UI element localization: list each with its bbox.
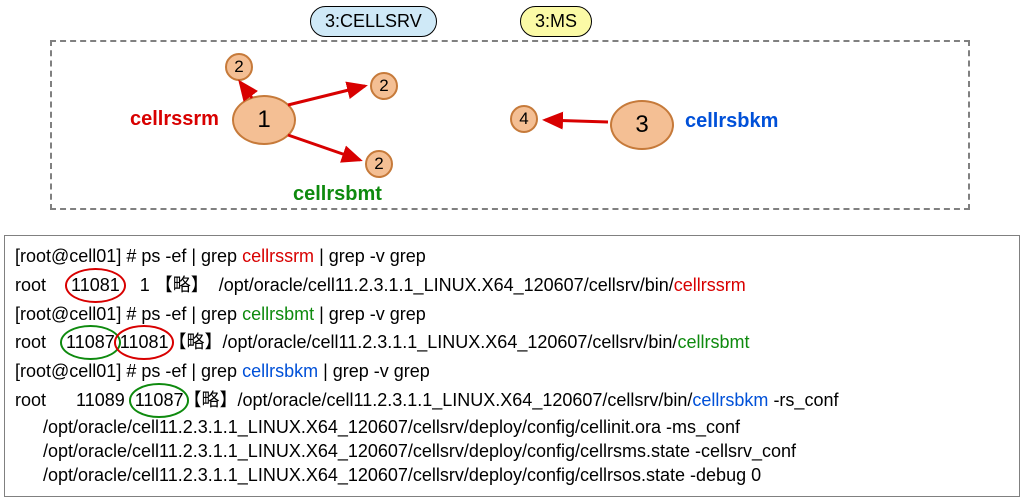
node-4: 4 <box>510 105 538 133</box>
col-path: 【略】/opt/oracle/cell11.2.3.1.1_LINUX.X64_… <box>183 390 692 410</box>
grep-keyword: cellrsbkm <box>242 361 318 381</box>
prompt: [root@cell01] # ps -ef | grep <box>15 361 242 381</box>
cmd-3: [root@cell01] # ps -ef | grep cellrsbkm … <box>15 357 1009 386</box>
node-2b: 2 <box>370 72 398 100</box>
out-3-cont1: /opt/oracle/cell11.2.3.1.1_LINUX.X64_120… <box>15 415 1009 439</box>
label-cellrssrm: cellrssrm <box>130 108 219 131</box>
process-diagram: 3:CELLSRV 3:MS 1 3 2 2 2 4 cellrssrm cel… <box>0 0 1024 235</box>
pill-cellsrv: 3:CELLSRV <box>310 6 437 37</box>
ppid-11081: 11081 <box>120 328 169 357</box>
out-2: root 11087 11081【略】/opt/oracle/cell11.2.… <box>15 328 1009 357</box>
prompt: [root@cell01] # ps -ef | grep <box>15 246 242 266</box>
root: 3:CELLSRV 3:MS 1 3 2 2 2 4 cellrssrm cel… <box>0 0 1024 501</box>
col-user: root <box>15 332 66 352</box>
label-cellrsbmt: cellrsbmt <box>293 183 382 206</box>
prompt: [root@cell01] # ps -ef | grep <box>15 304 242 324</box>
col-path: 【略】/opt/oracle/cell11.2.3.1.1_LINUX.X64_… <box>168 332 677 352</box>
grep-keyword: cellrssrm <box>242 246 314 266</box>
cmd-1: [root@cell01] # ps -ef | grep cellrssrm … <box>15 242 1009 271</box>
label-cellrsbkm: cellrsbkm <box>685 110 778 133</box>
cmd-tail: | grep -v grep <box>318 361 430 381</box>
out-3-cont3: /opt/oracle/cell11.2.3.1.1_LINUX.X64_120… <box>15 463 1009 487</box>
proc-name: cellrsbmt <box>677 332 749 352</box>
cmd-2: [root@cell01] # ps -ef | grep cellrsbmt … <box>15 300 1009 329</box>
proc-name: cellrsbkm <box>692 390 768 410</box>
proc-name: cellrssrm <box>674 275 746 295</box>
node-2c: 2 <box>365 150 393 178</box>
args: -rs_conf <box>768 390 838 410</box>
cmd-tail: | grep -v grep <box>314 246 426 266</box>
col-user: root <box>15 275 71 295</box>
pid-11081: 11081 <box>71 271 120 300</box>
cmd-tail: | grep -v grep <box>314 304 426 324</box>
pill-ms: 3:MS <box>520 6 592 37</box>
ppid-11087: 11087 <box>135 386 184 415</box>
pid-11087: 11087 <box>66 328 115 357</box>
out-3: root 11089 11087【略】/opt/oracle/cell11.2.… <box>15 386 1009 415</box>
node-3: 3 <box>610 100 674 150</box>
col-user: root 11089 <box>15 390 135 410</box>
node-1: 1 <box>232 95 296 145</box>
terminal-output: [root@cell01] # ps -ef | grep cellrssrm … <box>4 235 1020 497</box>
col-path: 1 【略】 /opt/oracle/cell11.2.3.1.1_LINUX.X… <box>120 275 674 295</box>
out-3-cont2: /opt/oracle/cell11.2.3.1.1_LINUX.X64_120… <box>15 439 1009 463</box>
grep-keyword: cellrsbmt <box>242 304 314 324</box>
node-2a: 2 <box>225 53 253 81</box>
out-1: root 11081 1 【略】 /opt/oracle/cell11.2.3.… <box>15 271 1009 300</box>
